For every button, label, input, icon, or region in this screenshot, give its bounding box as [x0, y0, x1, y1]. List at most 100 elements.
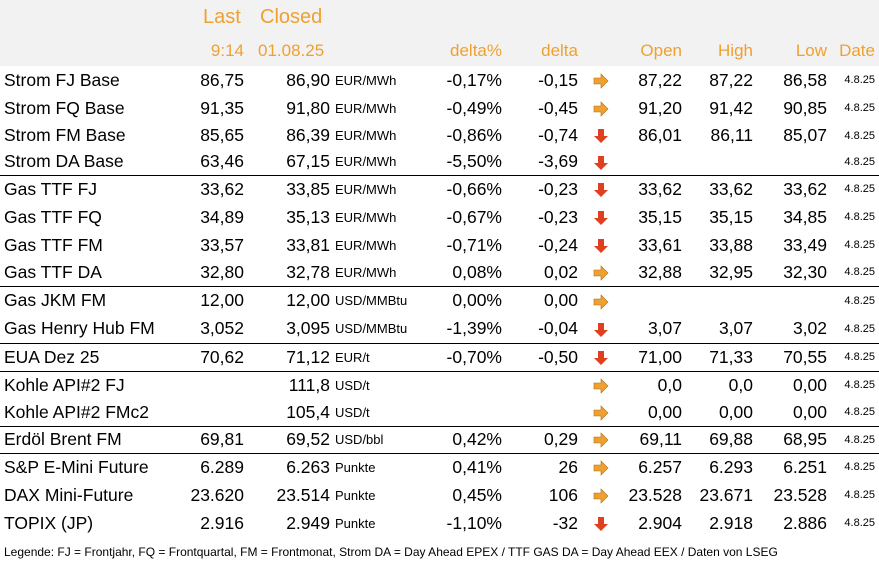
header-delta: delta [541, 41, 578, 60]
row-name: Kohle API#2 FMc2 [4, 401, 149, 422]
header-last: Last [203, 6, 241, 28]
arrow-cell [578, 122, 624, 149]
unit-label-cell: EUR/MWh [330, 203, 422, 231]
delta-value: -0,15 [538, 69, 578, 90]
delta-pct-value: -0,49% [446, 97, 502, 118]
closed-value: 69,52 [286, 429, 330, 449]
closed-value: 111,8 [288, 374, 330, 395]
last-value-cell: 70,62 [178, 342, 244, 371]
high-value: 3,07 [718, 318, 753, 339]
open-value: 3,07 [647, 318, 682, 339]
right-arrow-icon [593, 405, 609, 421]
delta-pct-value-cell [422, 370, 502, 399]
delta-value: -0,24 [538, 234, 578, 255]
high-value-cell: 35,15 [682, 203, 753, 231]
right-arrow-icon [593, 488, 609, 504]
date-value-cell: 4.8.25 [827, 259, 879, 286]
unit-label: EUR/t [335, 349, 370, 365]
high-value: 2.918 [709, 512, 753, 533]
open-value: 23.528 [628, 484, 682, 505]
arrow-cell [578, 370, 624, 399]
table-row: S&P E-Mini Future 6.289 6.263 Punkte 0,41% 26… [0, 452, 879, 481]
arrow-cell [578, 66, 624, 94]
low-value-cell: 23.528 [753, 481, 827, 509]
arrow-cell [578, 149, 624, 175]
high-value-cell [682, 149, 753, 175]
last-value: 34,89 [200, 206, 244, 227]
delta-value-cell: -0,04 [502, 315, 578, 343]
delta-value-cell: -0,23 [502, 174, 578, 203]
delta-value-cell [502, 370, 578, 399]
last-value: 70,62 [200, 346, 244, 367]
high-value-cell: 86,11 [682, 122, 754, 149]
delta-value-cell: 106 [502, 481, 578, 509]
open-value: 69,11 [639, 429, 683, 449]
closed-value-cell: 33,81 [244, 231, 330, 259]
delta-value-cell: -0,23 [502, 203, 578, 231]
open-value-cell: 69,11 [624, 425, 683, 453]
high-value: 33,88 [709, 234, 753, 255]
delta-value-cell: 0,02 [502, 259, 578, 286]
high-value-cell: 71,33 [682, 342, 753, 371]
row-name-cell: Strom FJ Base [0, 66, 178, 94]
last-value-cell: 12,00 [178, 285, 244, 315]
date-value-cell: 4.8.25 [827, 452, 879, 481]
date-value: 4.8.25 [844, 461, 875, 474]
date-value-cell: 4.8.25 [827, 174, 879, 203]
table-row: Strom DA Base 63,46 67,15 EUR/MWh -5,50% -3,6… [0, 149, 879, 175]
arrow-cell [578, 509, 624, 537]
last-value-cell: 32,80 [178, 259, 244, 286]
unit-label-cell: USD/t [330, 399, 422, 426]
table-row: Gas TTF FQ 34,89 35,13 EUR/MWh -0,67% -0,23 35… [0, 203, 879, 231]
unit-label-cell: USD/MMBtu [330, 285, 422, 315]
date-value: 4.8.25 [844, 211, 875, 223]
low-value-cell: 86,58 [753, 66, 827, 94]
delta-pct-value: 0,45% [452, 484, 502, 505]
delta-value: -0,23 [538, 178, 578, 199]
last-value: 3,052 [200, 318, 244, 339]
right-arrow-icon [593, 432, 609, 449]
date-value: 4.8.25 [844, 129, 875, 142]
delta-pct-value: 0,41% [452, 456, 502, 477]
delta-pct-value: -1,10% [446, 512, 502, 533]
high-value: 35,15 [709, 206, 753, 227]
low-value: 33,49 [783, 234, 827, 255]
high-value-cell [682, 285, 753, 315]
last-value-cell [178, 399, 244, 426]
delta-value: -0,45 [538, 97, 578, 118]
closed-value-cell: 105,4 [244, 399, 330, 426]
row-name: Gas Henry Hub FM [4, 318, 155, 339]
table-row: TOPIX (JP) 2.916 2.949 Punkte -1,10% -32 2.904… [0, 509, 879, 537]
last-value-cell: 63,46 [178, 149, 244, 175]
closed-value-cell: 111,8 [244, 370, 330, 399]
table-row: Gas TTF FM 33,57 33,81 EUR/MWh -0,71% -0,24 33… [0, 231, 879, 259]
arrow-cell [578, 259, 624, 286]
open-value: 32,88 [638, 261, 682, 282]
last-value: 33,62 [200, 178, 244, 199]
date-value: 4.8.25 [844, 351, 875, 363]
right-arrow-icon [593, 73, 609, 89]
closed-value-cell: 71,12 [244, 342, 330, 371]
delta-value: -0,50 [538, 346, 578, 367]
closed-value: 86,90 [286, 69, 330, 90]
header-closed: Closed [260, 6, 323, 28]
high-value: 87,22 [709, 69, 753, 90]
delta-pct-value: -0,17% [446, 69, 502, 90]
open-value: 71,00 [638, 346, 682, 367]
unit-label: USD/bbl [335, 432, 384, 447]
open-value: 0,0 [657, 374, 682, 395]
right-arrow-icon [593, 265, 609, 281]
delta-value-cell: 26 [502, 452, 578, 481]
closed-value-cell: 12,00 [244, 285, 330, 315]
date-value-cell: 4.8.25 [827, 231, 879, 259]
row-name: EUA Dez 25 [4, 346, 100, 367]
arrow-cell [578, 94, 624, 122]
low-value: 34,85 [783, 206, 827, 227]
row-name: Gas TTF DA [4, 261, 102, 282]
low-value: 70,55 [783, 346, 827, 367]
row-name: TOPIX (JP) [4, 512, 94, 533]
open-value: 33,61 [638, 234, 682, 255]
delta-pct-value-cell: -1,10% [422, 509, 502, 537]
header-date: Date [839, 41, 875, 60]
low-value: 0,00 [792, 374, 827, 395]
